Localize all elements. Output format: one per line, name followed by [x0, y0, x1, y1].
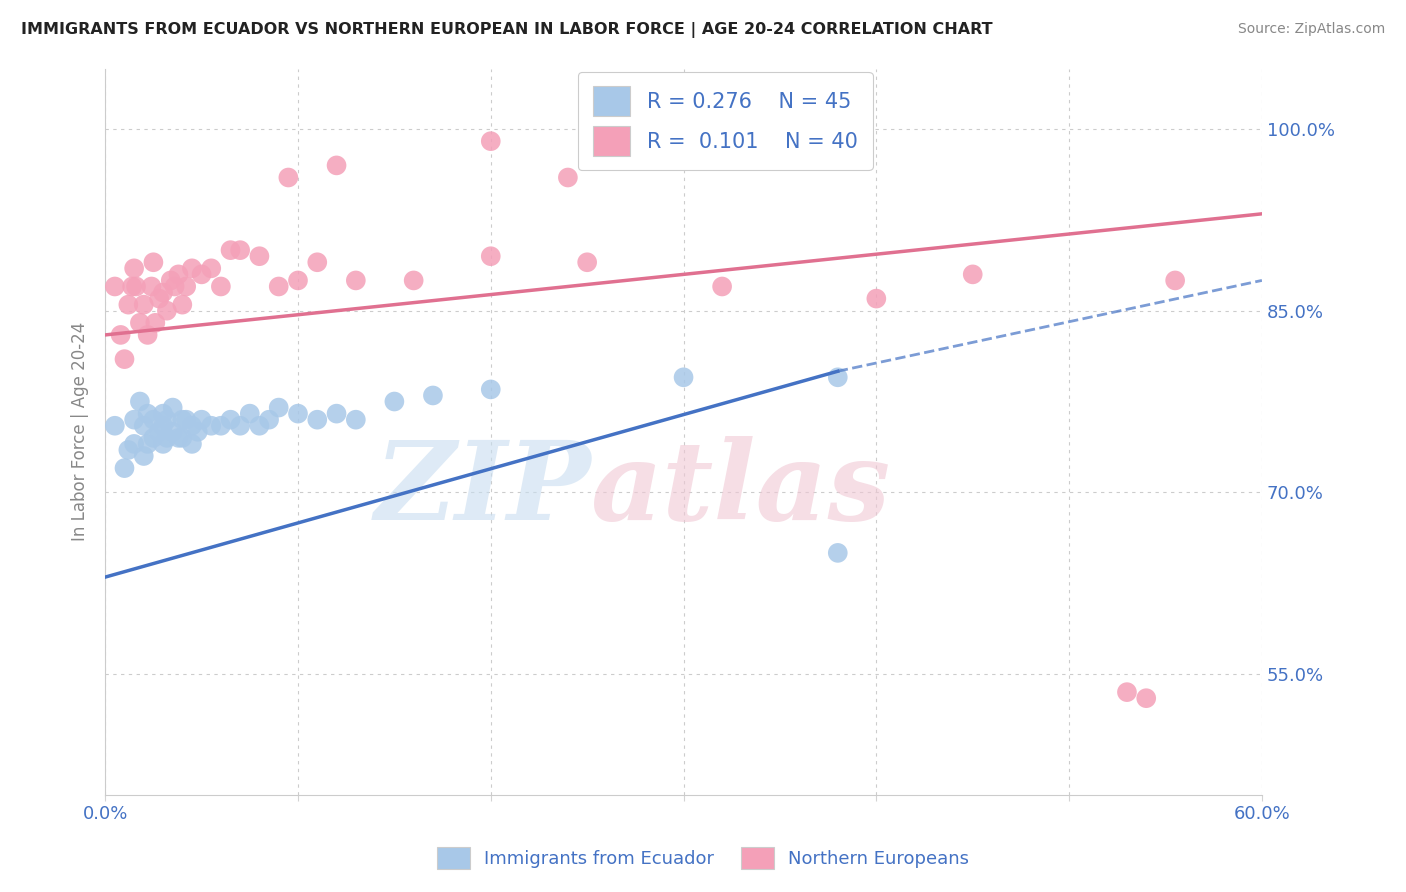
Point: [104, 418, 127, 433]
Point: [152, 418, 174, 433]
Point: [200, 418, 222, 433]
Text: Source: ZipAtlas.com: Source: ZipAtlas.com: [1237, 22, 1385, 37]
Point: [122, 261, 145, 276]
Point: [132, 418, 155, 433]
Point: [181, 437, 204, 451]
Point: [156, 303, 179, 318]
Point: [167, 431, 190, 445]
Point: [402, 273, 425, 287]
Point: [141, 279, 163, 293]
Point: [125, 279, 148, 293]
Point: [239, 407, 262, 421]
Point: [129, 316, 152, 330]
Point: [174, 279, 197, 293]
Point: [557, 170, 579, 185]
Point: [162, 401, 184, 415]
Point: [117, 298, 139, 312]
Point: [114, 352, 136, 367]
Point: [325, 407, 347, 421]
Point: [172, 298, 194, 312]
Point: [143, 316, 166, 330]
Point: [174, 412, 197, 426]
Point: [172, 431, 194, 445]
Point: [1116, 685, 1139, 699]
Point: [827, 546, 849, 560]
Point: [576, 255, 599, 269]
Point: [200, 261, 222, 276]
Point: [190, 412, 212, 426]
Legend: Immigrants from Ecuador, Northern Europeans: Immigrants from Ecuador, Northern Europe…: [427, 838, 979, 879]
Point: [827, 370, 849, 384]
Point: [962, 268, 984, 282]
Y-axis label: In Labor Force | Age 20-24: In Labor Force | Age 20-24: [72, 322, 89, 541]
Point: [132, 298, 155, 312]
Point: [325, 158, 347, 172]
Point: [152, 285, 174, 300]
Point: [249, 249, 271, 263]
Point: [152, 407, 174, 421]
Legend: R = 0.276    N = 45, R =  0.101    N = 40: R = 0.276 N = 45, R = 0.101 N = 40: [578, 71, 873, 170]
Point: [422, 388, 444, 402]
Point: [479, 383, 502, 397]
Point: [142, 255, 165, 269]
Point: [209, 418, 232, 433]
Point: [142, 431, 165, 445]
Point: [229, 418, 252, 433]
Point: [1164, 273, 1187, 287]
Point: [190, 268, 212, 282]
Point: [148, 292, 170, 306]
Point: [249, 418, 271, 433]
Point: [384, 394, 406, 409]
Point: [122, 437, 145, 451]
Text: IMMIGRANTS FROM ECUADOR VS NORTHERN EUROPEAN IN LABOR FORCE | AGE 20-24 CORRELAT: IMMIGRANTS FROM ECUADOR VS NORTHERN EURO…: [21, 22, 993, 38]
Point: [307, 255, 329, 269]
Point: [267, 279, 290, 293]
Point: [1347, 509, 1369, 524]
Point: [136, 437, 159, 451]
Point: [479, 249, 502, 263]
Point: [114, 461, 136, 475]
Text: ZIP: ZIP: [374, 436, 591, 543]
Point: [344, 273, 367, 287]
Point: [172, 412, 194, 426]
Point: [156, 412, 179, 426]
Point: [219, 412, 242, 426]
Point: [129, 394, 152, 409]
Point: [181, 261, 204, 276]
Point: [136, 407, 159, 421]
Point: [711, 279, 734, 293]
Point: [136, 327, 159, 342]
Point: [132, 449, 155, 463]
Point: [277, 170, 299, 185]
Point: [344, 412, 367, 426]
Point: [209, 279, 232, 293]
Text: atlas: atlas: [591, 436, 891, 543]
Point: [865, 292, 887, 306]
Point: [163, 279, 186, 293]
Point: [257, 412, 280, 426]
Point: [267, 401, 290, 415]
Point: [152, 437, 174, 451]
Point: [672, 370, 695, 384]
Point: [122, 412, 145, 426]
Point: [219, 243, 242, 257]
Point: [142, 412, 165, 426]
Point: [159, 273, 181, 287]
Point: [121, 279, 143, 293]
Point: [117, 442, 139, 457]
Point: [187, 425, 209, 439]
Point: [307, 412, 329, 426]
Point: [110, 327, 132, 342]
Point: [1135, 691, 1157, 706]
Point: [156, 431, 179, 445]
Point: [181, 418, 204, 433]
Point: [104, 279, 127, 293]
Point: [479, 134, 502, 148]
Point: [167, 268, 190, 282]
Point: [287, 407, 309, 421]
Point: [229, 243, 252, 257]
Point: [162, 425, 184, 439]
Point: [148, 425, 170, 439]
Point: [287, 273, 309, 287]
